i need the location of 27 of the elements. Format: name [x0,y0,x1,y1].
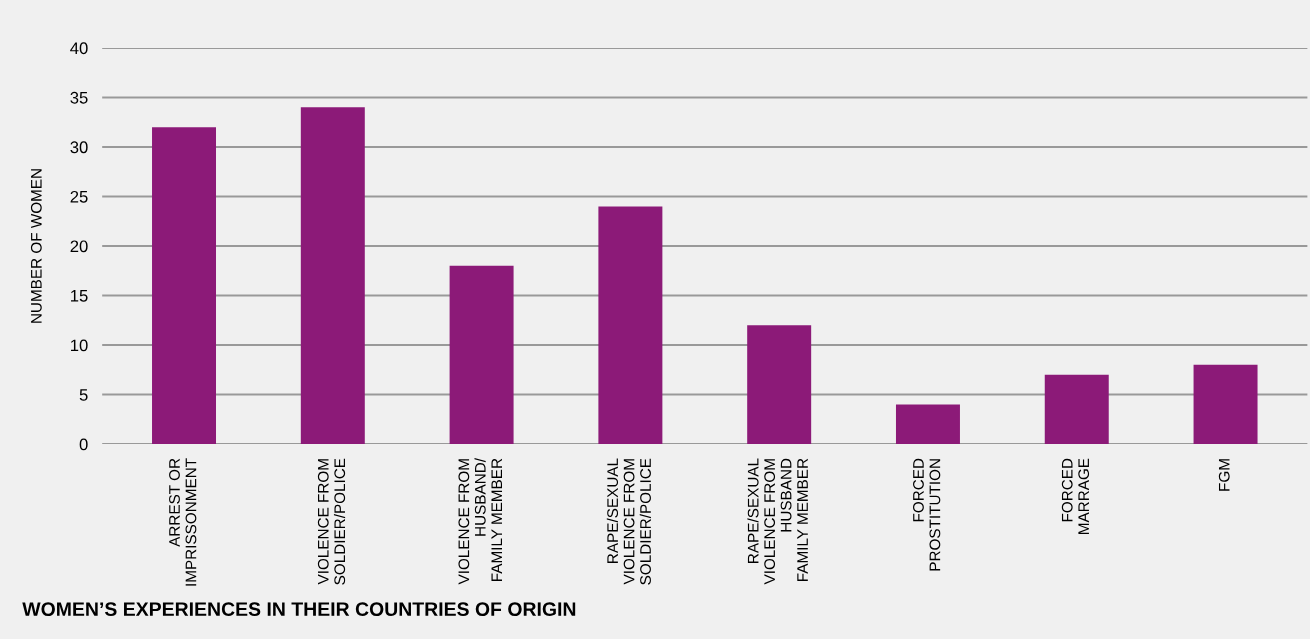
bar [152,127,216,445]
bar [300,107,365,445]
y-axis-title: NUMBER OF WOMEN [30,169,42,323]
x-tick-label: VIOLENCE FROM HUSBAND/ FAMILY MEMBER [458,458,502,585]
bar [449,265,514,445]
bar [747,325,812,445]
x-tick-label: FGM [1218,459,1230,491]
x-tick-label: FORCED PROSTITUTION [913,458,941,571]
x-tick-label: FORCED MARRAGE [1061,458,1090,534]
x-tick-label: RAPE/SEXUAL VIOLENCE FROM SOLDIER/POLICE [606,458,651,585]
y-tick-label: 20 [70,240,88,253]
y-tick-label: 40 [70,42,88,55]
y-tick-label: 0 [79,438,88,451]
y-tick-label: 10 [71,339,88,352]
y-tick-label: 5 [79,389,88,401]
x-tick-label: RAPE/SEXUAL VIOLENCE FROM HUSBAND FAMILY MEMBER [747,458,808,585]
y-tick-label: 35 [70,91,88,104]
x-tick-label: ARREST OR IMPRISSONMENT [169,458,197,586]
y-tick-label: 25 [70,190,88,203]
text: WOMEN’S EXPERIENCES IN THEIR COUNTRIES OF ORIGIN [22,602,576,616]
bar [1044,374,1109,445]
y-tick-label: 15 [71,290,88,302]
bar [1193,364,1258,445]
bar [895,404,960,445]
y-tick-label: 30 [70,141,88,154]
bar [598,206,663,445]
x-tick-label: VIOLENCE FROM SOLDIER/POLICE [317,458,346,585]
